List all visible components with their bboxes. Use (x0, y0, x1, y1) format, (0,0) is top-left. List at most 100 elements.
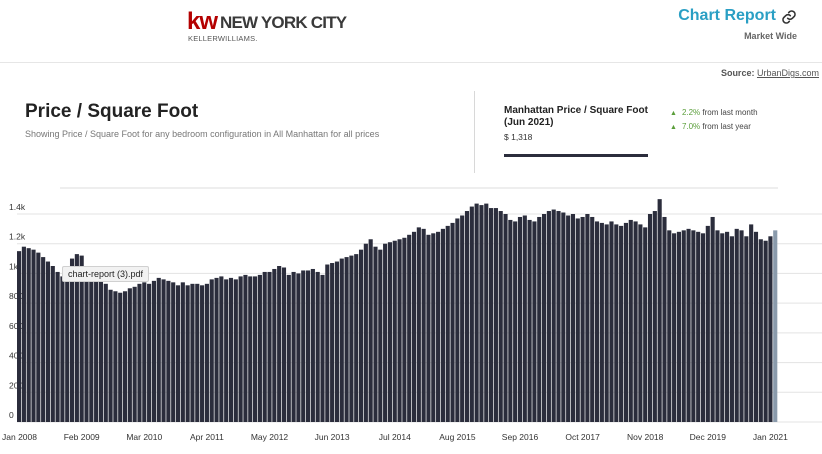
bar[interactable] (344, 257, 349, 422)
bar[interactable] (320, 274, 325, 422)
bar[interactable] (224, 279, 229, 422)
bar[interactable] (763, 240, 768, 422)
bar[interactable] (696, 231, 701, 422)
bar[interactable] (619, 225, 624, 422)
bar[interactable] (570, 214, 576, 422)
bar[interactable] (305, 270, 311, 422)
bar[interactable] (734, 228, 739, 422)
bar[interactable] (729, 236, 734, 422)
bar[interactable] (638, 224, 643, 422)
bar[interactable] (200, 285, 205, 422)
bar[interactable] (103, 283, 108, 422)
bar[interactable] (532, 221, 537, 422)
bar[interactable] (604, 224, 609, 422)
bar[interactable] (517, 216, 523, 422)
bar[interactable] (142, 282, 147, 422)
bar[interactable] (585, 214, 590, 422)
bar[interactable] (257, 274, 262, 422)
bar[interactable] (691, 230, 696, 422)
bar[interactable] (469, 206, 474, 422)
bar[interactable] (291, 271, 296, 422)
bar[interactable] (363, 243, 368, 422)
bar[interactable] (26, 248, 31, 422)
bar[interactable] (262, 271, 267, 422)
bar[interactable] (98, 280, 104, 422)
bar[interactable] (580, 216, 585, 422)
bar[interactable] (710, 216, 715, 422)
bar[interactable] (484, 203, 489, 422)
bar[interactable] (758, 239, 763, 422)
bar[interactable] (31, 249, 36, 422)
bar[interactable] (378, 249, 383, 422)
bar[interactable] (195, 283, 200, 422)
bar[interactable] (248, 276, 253, 422)
bar[interactable] (522, 215, 527, 422)
bar[interactable] (45, 261, 51, 422)
bar[interactable] (527, 219, 532, 422)
bar[interactable] (715, 230, 720, 422)
bar[interactable] (623, 222, 629, 422)
bar[interactable] (397, 239, 402, 422)
bar[interactable] (118, 292, 123, 422)
bar[interactable] (392, 240, 397, 422)
bar[interactable] (171, 282, 176, 422)
bar[interactable] (127, 288, 132, 422)
bar[interactable] (214, 277, 219, 422)
bar[interactable] (132, 286, 137, 422)
bar[interactable] (238, 276, 243, 422)
bar[interactable] (204, 283, 209, 422)
bar[interactable] (667, 230, 672, 422)
bar[interactable] (79, 255, 84, 422)
bar[interactable] (339, 258, 344, 422)
bar[interactable] (647, 214, 653, 422)
bar[interactable] (69, 258, 75, 422)
bar[interactable] (233, 279, 238, 422)
bar[interactable] (373, 246, 378, 422)
bar[interactable] (36, 252, 41, 422)
bar[interactable] (739, 230, 744, 422)
bar[interactable] (387, 242, 393, 422)
bar[interactable] (416, 227, 421, 422)
bar[interactable] (700, 233, 706, 422)
bar[interactable] (575, 218, 580, 422)
bar[interactable] (513, 221, 518, 422)
bar[interactable] (599, 222, 604, 422)
bar[interactable] (411, 231, 417, 422)
bar[interactable] (445, 225, 450, 422)
bar[interactable] (537, 216, 542, 422)
bar[interactable] (190, 283, 195, 422)
bar[interactable] (493, 208, 498, 422)
bar[interactable] (310, 268, 315, 422)
bar[interactable] (614, 224, 619, 422)
bar[interactable] (633, 221, 638, 422)
bar[interactable] (489, 208, 494, 422)
bar[interactable] (426, 234, 431, 422)
bar[interactable] (161, 279, 166, 422)
bar[interactable] (228, 277, 234, 422)
bar[interactable] (301, 270, 306, 422)
bar[interactable] (652, 211, 657, 422)
bar[interactable] (137, 283, 142, 422)
bar[interactable] (185, 285, 190, 422)
bar[interactable] (17, 251, 22, 422)
bar[interactable] (74, 254, 79, 422)
bar[interactable] (330, 263, 335, 422)
bar[interactable] (720, 233, 725, 422)
bar[interactable] (768, 236, 773, 422)
bar[interactable] (686, 228, 691, 422)
bar[interactable] (421, 228, 426, 422)
bar[interactable] (407, 234, 412, 422)
bar[interactable] (113, 291, 118, 422)
bar[interactable] (277, 266, 282, 422)
bar[interactable] (175, 285, 181, 422)
bar[interactable] (65, 266, 70, 422)
bar[interactable] (590, 216, 595, 422)
bar[interactable] (556, 211, 561, 422)
bar[interactable] (166, 280, 171, 422)
bar[interactable] (219, 276, 224, 422)
bar[interactable] (450, 222, 455, 422)
bar[interactable] (383, 243, 388, 422)
bar[interactable] (55, 271, 60, 422)
bar[interactable] (108, 289, 113, 422)
bar[interactable] (753, 231, 759, 422)
